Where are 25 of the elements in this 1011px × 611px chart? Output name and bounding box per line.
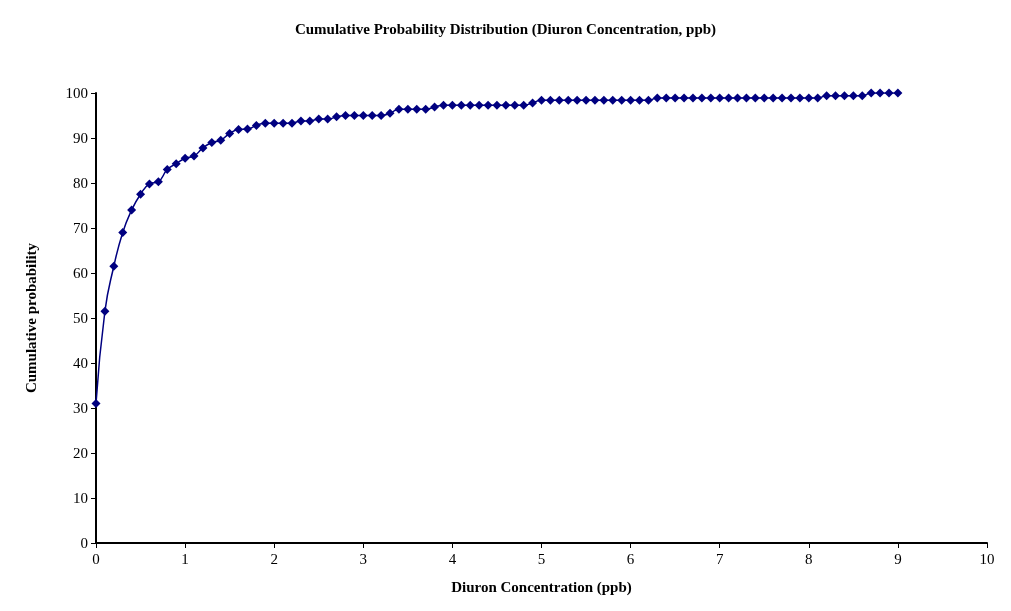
- y-tick-label: 90: [73, 130, 88, 146]
- y-tick-label: 50: [73, 310, 88, 326]
- y-tick-label: 60: [73, 265, 88, 281]
- x-tick-label: 5: [537, 550, 546, 567]
- x-axis-title: Diuron Concentration (ppb): [451, 578, 632, 596]
- x-tick-label: 6: [626, 550, 635, 567]
- x-tick-label: 7: [715, 550, 724, 567]
- x-tick-label: 8: [805, 550, 813, 567]
- y-tick-label: 100: [65, 85, 88, 101]
- y-axis-title: Cumulative probability: [22, 242, 39, 394]
- x-tick-label: 4: [448, 550, 457, 567]
- x-tick-label: 1: [181, 550, 189, 567]
- x-tick-label: 3: [359, 550, 368, 567]
- x-tick-label: 2: [270, 550, 278, 567]
- x-tick-label: 0: [92, 550, 100, 567]
- y-tick-label: 0: [80, 535, 88, 551]
- y-tick-label: 70: [73, 220, 88, 236]
- x-tick-label: 10: [979, 550, 995, 567]
- chart-title: Cumulative Probability Distribution (Diuron Concentration, ppb): [294, 20, 717, 38]
- y-tick-label: 80: [73, 175, 88, 191]
- y-tick-label: 20: [73, 445, 88, 461]
- y-tick-label: 10: [73, 490, 88, 506]
- y-tick-label: 30: [73, 400, 88, 416]
- x-tick-label: 9: [894, 550, 902, 567]
- y-tick-label: 40: [73, 355, 88, 371]
